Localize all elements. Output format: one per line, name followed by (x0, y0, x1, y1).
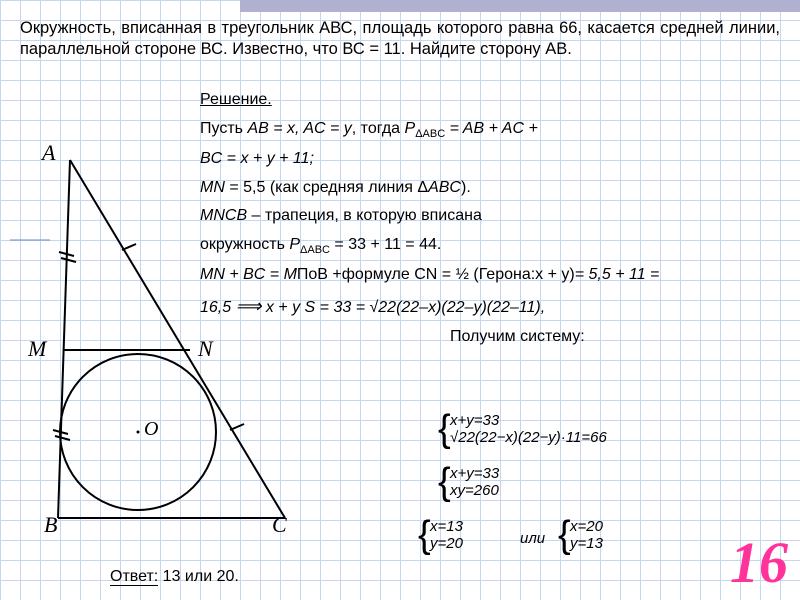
label-a: A (42, 140, 55, 166)
equation-system-3: { x=13 y=20 (430, 518, 463, 552)
answer-label: Ответ: (110, 568, 158, 586)
tick-an (122, 244, 136, 250)
label-c: C (272, 512, 287, 538)
solution-line-3: MN = 5,5 (как средняя линия ΔABC). (200, 174, 780, 203)
center-point (137, 431, 140, 434)
tick-am-2 (61, 258, 76, 262)
solution-line-5: окружность PΔABC = 33 + 11 = 44. (200, 231, 780, 261)
problem-statement: Окружность, вписанная в треугольник АВС,… (20, 18, 780, 59)
answer-line: Ответ: 13 или 20. (110, 568, 239, 586)
equation-system-2: { x+y=33 xy=260 (450, 465, 499, 499)
tick-nc (230, 424, 244, 430)
solution-line-7: 16,5 ⟹ x + y S = 33 = √22(22–x)(22–y)(22… (200, 290, 780, 323)
tick-mb-2 (55, 436, 70, 440)
solution-line-2: BC = x + y + 11; (200, 145, 780, 174)
side-ab (58, 160, 70, 518)
solution-line-4: MNCB – трапеция, в которую вписана (200, 202, 780, 231)
top-decorative-bar (240, 0, 800, 12)
label-b: B (44, 512, 57, 538)
label-m: M (28, 336, 46, 362)
solution-block: Решение. Пусть AB = x, AC = y, тогда PΔA… (200, 86, 780, 352)
solution-heading: Решение. (200, 86, 780, 115)
problem-number-badge: 16 (730, 529, 788, 596)
equation-system-4: { x=20 y=13 (570, 518, 603, 552)
solution-line-8: Получим систему: (450, 323, 780, 352)
or-label: или (520, 530, 545, 547)
answer-value: 13 или 20. (158, 568, 239, 585)
label-o: O (144, 418, 158, 441)
solution-line-6: MN + BC = MПоB +формуле CN = ½ (Герона:x… (200, 261, 780, 290)
solution-line-1: Пусть AB = x, AC = y, тогда PΔABC = AB +… (200, 115, 780, 145)
equation-system-1: { x+y=33 √22(22−x)(22−y)·11=66 (450, 412, 607, 446)
